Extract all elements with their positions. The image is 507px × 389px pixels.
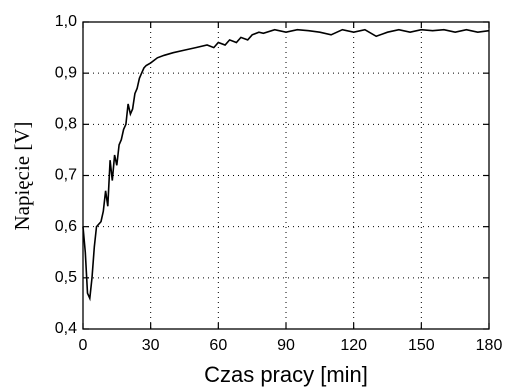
x-tick-label: 90: [277, 337, 295, 354]
y-tick-label: 0,7: [55, 167, 77, 184]
x-tick-label: 150: [408, 337, 435, 354]
x-tick-label: 0: [79, 337, 88, 354]
data-line: [82, 28, 490, 302]
y-axis-title: Napięcie [V]: [10, 121, 34, 230]
x-tick-label: 30: [142, 337, 160, 354]
y-tick-label: 0,6: [55, 218, 77, 235]
y-tick-label: 0,8: [55, 116, 77, 133]
x-tick-label: 60: [209, 337, 227, 354]
x-tick-label: 180: [476, 337, 503, 354]
y-tick-label: 0,4: [55, 320, 77, 337]
x-tick-label: 120: [340, 337, 367, 354]
y-tick-label: 1,0: [55, 13, 77, 30]
y-tick-label: 0,5: [55, 269, 77, 286]
plot-frame: [82, 21, 490, 330]
x-axis-title: Czas pracy [min]: [204, 362, 368, 387]
y-tick-label: 0,9: [55, 64, 77, 81]
